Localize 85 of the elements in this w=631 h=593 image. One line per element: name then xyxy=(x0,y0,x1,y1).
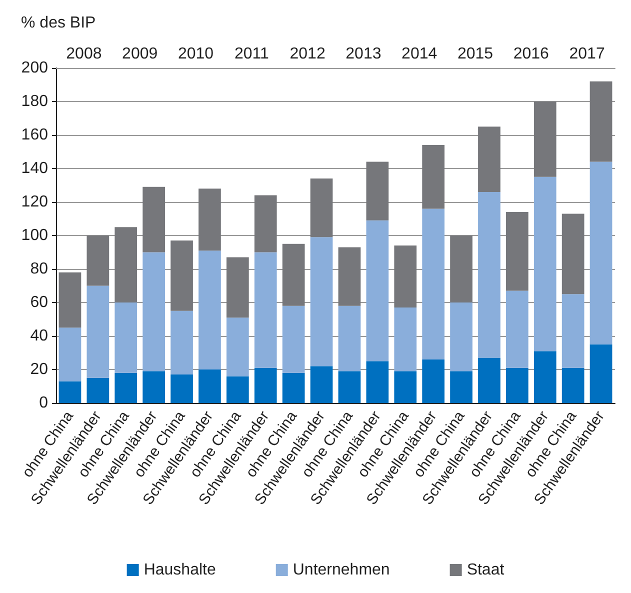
y-tick-label: 140 xyxy=(21,160,48,177)
bar xyxy=(562,368,584,403)
bar xyxy=(366,220,389,362)
text: 2015 xyxy=(457,46,494,62)
text: 2008 xyxy=(66,46,102,62)
bar xyxy=(506,212,528,291)
y-tick-label: 120 xyxy=(21,194,48,210)
bar xyxy=(506,290,528,368)
legend-label: Staat xyxy=(466,562,505,578)
bar xyxy=(226,257,249,318)
bar xyxy=(226,376,249,403)
bar xyxy=(114,302,138,373)
bar xyxy=(142,186,166,252)
bar xyxy=(114,372,138,403)
text: 2013 xyxy=(346,46,382,62)
text: 2016 xyxy=(513,46,550,62)
bar xyxy=(394,371,417,403)
y-tick-label: 60 xyxy=(30,294,48,311)
bar xyxy=(170,240,193,311)
bar xyxy=(282,372,305,403)
bar xyxy=(254,368,277,403)
text: 2012 xyxy=(290,46,326,62)
bar xyxy=(366,162,389,220)
bar xyxy=(282,306,305,373)
bar xyxy=(562,294,584,368)
text: 2010 xyxy=(178,46,214,62)
bar xyxy=(226,318,249,376)
bar xyxy=(422,359,445,403)
bar xyxy=(86,378,110,403)
bar xyxy=(254,195,277,252)
y-tick-label: 0 xyxy=(39,394,48,412)
bar xyxy=(478,126,500,192)
y-tick-label: 180 xyxy=(21,93,48,110)
text: 2009 xyxy=(122,46,158,62)
y-tick-label: 20 xyxy=(30,361,48,378)
y-tick-label: 100 xyxy=(21,227,48,244)
bar xyxy=(310,366,333,403)
bar xyxy=(58,272,82,328)
bar xyxy=(338,306,361,372)
y-tick-label: 200 xyxy=(21,60,48,76)
bar xyxy=(450,302,472,372)
bar xyxy=(338,371,361,403)
bar xyxy=(142,252,166,372)
bar xyxy=(422,145,445,209)
bar xyxy=(562,214,584,294)
legend-label: Haushalte xyxy=(144,562,216,578)
bar xyxy=(478,358,500,403)
bar xyxy=(310,178,333,238)
y-tick-label: 160 xyxy=(21,126,48,144)
bar xyxy=(170,374,193,403)
bar xyxy=(450,371,472,403)
bar xyxy=(422,208,445,360)
bar xyxy=(506,368,528,403)
bar xyxy=(590,344,612,403)
bar xyxy=(198,250,221,370)
bar xyxy=(590,162,612,344)
y-tick-label: 80 xyxy=(30,260,48,278)
bar xyxy=(394,246,417,308)
text: 2014 xyxy=(402,46,438,62)
text: 2017 xyxy=(569,46,605,62)
text: 2011 xyxy=(234,46,269,62)
bar xyxy=(170,310,193,375)
bar xyxy=(86,286,110,378)
bar xyxy=(282,244,305,306)
bar xyxy=(450,236,472,302)
y-axis-title: % des BIP xyxy=(21,14,96,32)
bar xyxy=(114,227,138,302)
bar xyxy=(366,361,389,403)
bar xyxy=(394,308,417,372)
bar xyxy=(534,102,556,177)
bar xyxy=(338,247,361,306)
bar xyxy=(310,237,333,366)
bar xyxy=(58,328,82,382)
bar xyxy=(478,192,500,358)
bar xyxy=(254,252,277,368)
bar xyxy=(142,371,166,403)
bar xyxy=(86,236,110,286)
bar xyxy=(534,351,556,403)
bar xyxy=(198,188,221,251)
legend-label: Unternehmen xyxy=(292,562,390,578)
bar xyxy=(198,370,221,403)
bar xyxy=(534,176,556,352)
bar xyxy=(590,81,612,162)
bar xyxy=(58,381,82,403)
y-tick-label: 40 xyxy=(30,328,48,344)
